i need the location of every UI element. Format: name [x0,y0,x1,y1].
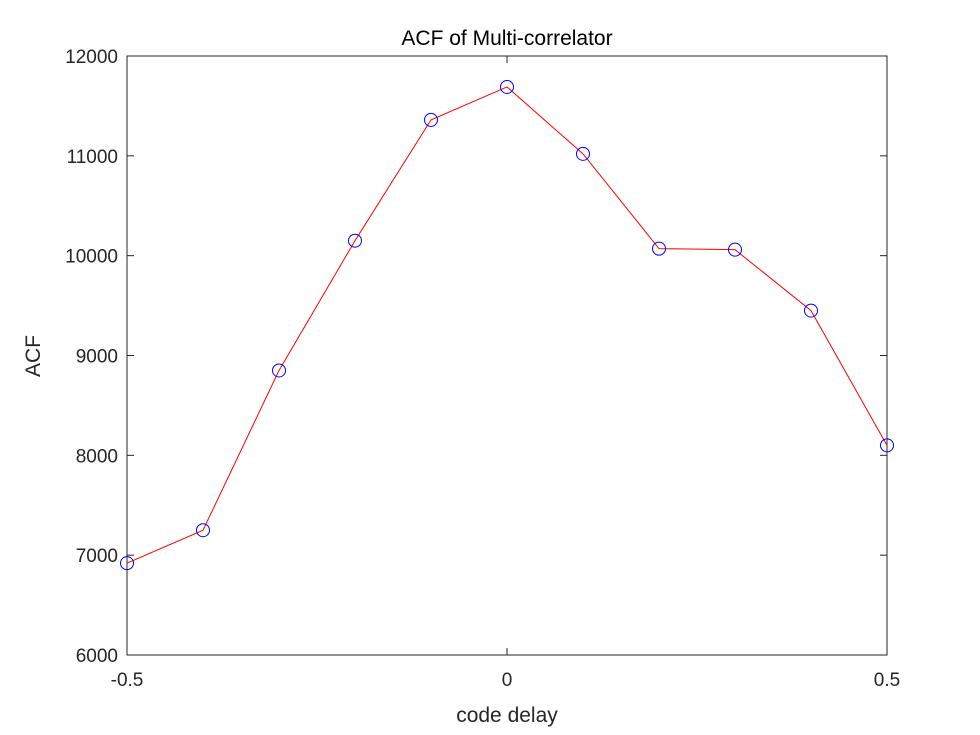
y-tick-label: 12000 [65,47,118,68]
tick-labels: -0.5 0 0.5 6000 7000 8000 9000 10000 11000 12000 [65,47,900,691]
y-tick-label: 11000 [67,147,118,168]
y-tick-label: 10000 [65,247,118,268]
data-point-marker [500,79,514,94]
series-line [126,86,888,564]
x-tick-label: 0 [502,670,513,691]
x-tick-label: 0.5 [874,670,900,691]
y-tick-label: 8000 [76,446,118,467]
y-tick-label: 7000 [76,546,118,567]
x-tick-label: -0.5 [111,670,144,691]
data-point-marker [576,146,590,161]
data-point-marker [272,363,286,378]
data-point-marker [348,233,362,248]
y-axis-label: ACF [22,335,45,377]
data-point-marker [728,242,742,257]
data-point-marker [880,438,894,453]
y-tick-label: 6000 [76,646,118,667]
data-point-marker [424,112,438,127]
data-point-marker [120,556,134,571]
data-series [120,79,894,571]
chart-title: ACF of Multi-correlator [401,27,612,50]
x-axis-label: code delay [456,704,558,727]
data-point-marker [652,241,666,256]
plot-area [126,55,888,656]
y-tick-label: 9000 [76,347,118,368]
axis-ticks [126,55,888,656]
data-point-marker [196,523,210,538]
data-point-marker [804,303,818,318]
